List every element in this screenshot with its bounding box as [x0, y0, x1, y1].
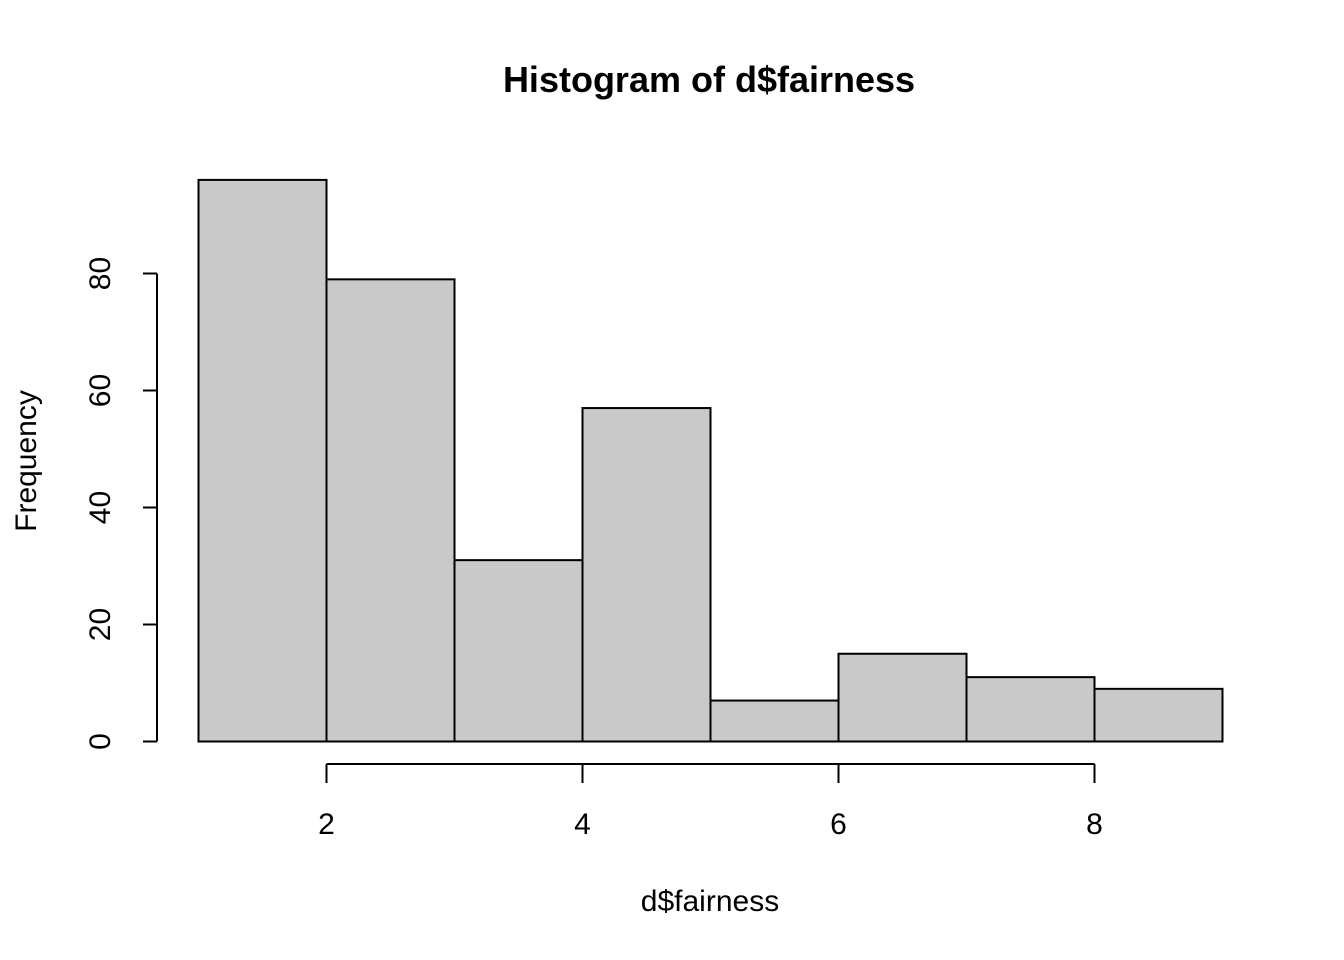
x-axis-label: d$fairness [641, 885, 779, 918]
x-axis: 2 4 6 8 [318, 763, 1103, 841]
histogram-bar [965, 676, 1096, 743]
histogram-bar [837, 652, 968, 743]
y-tick-label: 20 [84, 608, 117, 641]
y-tick-label: 80 [84, 257, 117, 290]
x-tick-label: 6 [830, 808, 847, 841]
histogram-bar [709, 699, 840, 743]
histogram-bar [197, 178, 328, 743]
y-axis: 0 20 40 60 80 [84, 257, 158, 750]
y-tick-label: 60 [84, 374, 117, 407]
bars-group [197, 178, 1224, 743]
y-tick-label: 40 [84, 491, 117, 524]
histogram-bar [581, 407, 712, 743]
x-tick-label: 4 [574, 808, 591, 841]
histogram-bar [1093, 687, 1224, 743]
histogram-bar [453, 559, 584, 743]
x-tick-label: 2 [318, 808, 335, 841]
x-tick-label: 8 [1086, 808, 1103, 841]
y-tick-label: 0 [84, 733, 117, 750]
y-axis-label: Frequency [10, 390, 43, 532]
chart-title: Histogram of d$fairness [503, 59, 915, 100]
histogram-bar [325, 278, 456, 743]
